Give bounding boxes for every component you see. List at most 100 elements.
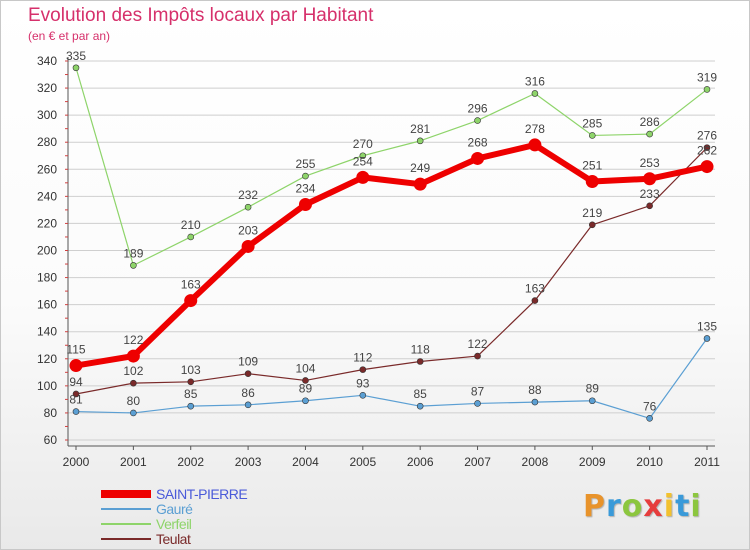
- data-label-saint-pierre-2005: 254: [353, 154, 373, 168]
- data-label-verfeil-2005: 270: [353, 137, 373, 151]
- y-tick-label-280: 280: [37, 135, 57, 149]
- x-tick-label-2010: 2010: [636, 455, 663, 469]
- data-label-verfeil-2003: 232: [238, 188, 258, 202]
- data-label-teulat-2009: 219: [582, 206, 602, 220]
- y-tick-label-240: 240: [37, 189, 57, 203]
- data-label-saint-pierre-2002: 163: [181, 278, 201, 292]
- legend-item: SAINT-PIERRE: [101, 486, 301, 502]
- x-tick-label-2003: 2003: [235, 455, 262, 469]
- data-point-verfeil-2006: [416, 137, 424, 145]
- series-line-verfeil: [75, 67, 708, 266]
- data-point-gaur--2004: [302, 397, 309, 405]
- data-point-saint-pierre-2003: [241, 239, 255, 253]
- x-tick-label-2006: 2006: [407, 455, 434, 469]
- data-point-verfeil-2000: [72, 64, 80, 72]
- data-label-verfeil-2007: 296: [468, 102, 488, 116]
- series-line-gaur-: [75, 337, 708, 419]
- data-point-verfeil-2007: [474, 117, 481, 124]
- data-point-gaur--2000: [72, 408, 80, 415]
- logo-letter: i: [690, 489, 702, 524]
- data-point-saint-pierre-2005: [356, 170, 370, 184]
- data-point-gaur--2003: [244, 401, 252, 409]
- data-point-gaur--2011: [703, 335, 711, 342]
- x-tick-label-2002: 2002: [177, 455, 204, 469]
- data-point-verfeil-2002: [187, 233, 195, 241]
- data-point-gaur--2005: [359, 392, 367, 399]
- data-label-gaur--2001: 80: [127, 394, 141, 408]
- x-tick-label-2000: 2000: [63, 455, 90, 469]
- data-label-saint-pierre-2000: 115: [66, 343, 85, 357]
- data-point-verfeil-2009: [588, 132, 596, 139]
- logo-letter: r: [606, 489, 622, 524]
- data-label-gaur--2000: 81: [69, 393, 83, 407]
- data-label-saint-pierre-2007: 268: [468, 135, 488, 149]
- x-tick-label-2004: 2004: [292, 455, 319, 469]
- data-label-gaur--2010: 76: [643, 399, 657, 413]
- data-label-gaur--2007: 87: [471, 384, 485, 398]
- data-label-gaur--2008: 88: [528, 383, 542, 397]
- data-label-teulat-2001: 102: [123, 364, 143, 378]
- data-label-gaur--2004: 89: [299, 382, 313, 396]
- logo-letter: t: [675, 489, 691, 524]
- data-point-teulat-2005: [359, 366, 367, 373]
- data-label-verfeil-2010: 286: [640, 115, 660, 129]
- data-label-verfeil-2002: 210: [181, 218, 201, 232]
- legend-item: Verfeil: [101, 516, 301, 532]
- data-point-teulat-2008: [531, 297, 539, 304]
- data-label-verfeil-2009: 285: [582, 116, 602, 130]
- x-tick-label-2001: 2001: [120, 455, 147, 469]
- data-point-saint-pierre-2009: [585, 174, 599, 188]
- data-point-saint-pierre-2007: [471, 151, 485, 165]
- data-point-teulat-2003: [244, 370, 252, 377]
- y-tick-label-180: 180: [37, 271, 57, 285]
- data-label-teulat-2006: 118: [411, 342, 430, 356]
- data-point-teulat-2010: [646, 202, 653, 210]
- data-point-saint-pierre-2006: [413, 177, 427, 191]
- y-tick-label-100: 100: [37, 379, 57, 393]
- legend-swatch: [101, 523, 151, 525]
- data-point-teulat-2004: [302, 377, 309, 384]
- series-line-saint-pierre: [73, 141, 710, 369]
- y-tick-label-340: 340: [37, 54, 57, 68]
- data-label-teulat-2000: 94: [69, 375, 83, 389]
- data-point-gaur--2002: [187, 402, 195, 410]
- data-label-teulat-2004: 104: [295, 361, 315, 375]
- legend-item: Gauré: [101, 501, 301, 517]
- data-point-saint-pierre-2000: [69, 359, 83, 373]
- data-label-gaur--2006: 85: [414, 387, 428, 401]
- x-tick-label-2007: 2007: [464, 455, 491, 469]
- legend-label: Teulat: [156, 531, 191, 547]
- data-point-saint-pierre-2001: [126, 349, 140, 363]
- data-point-verfeil-2005: [359, 152, 367, 160]
- data-point-teulat-2011: [703, 144, 711, 151]
- x-tick-label-2005: 2005: [349, 455, 376, 469]
- data-label-verfeil-2000: 335: [66, 49, 86, 63]
- data-label-teulat-2008: 163: [525, 282, 545, 296]
- data-label-verfeil-2011: 319: [697, 70, 717, 84]
- data-label-verfeil-2004: 255: [295, 157, 315, 171]
- legend-label: Verfeil: [156, 516, 192, 532]
- series-line-teulat: [75, 147, 708, 395]
- data-point-teulat-2007: [474, 352, 481, 360]
- data-point-saint-pierre-2002: [184, 294, 198, 308]
- legend-label: Gauré: [156, 501, 193, 517]
- y-tick-label-320: 320: [37, 81, 57, 95]
- data-label-verfeil-2006: 281: [410, 122, 430, 136]
- legend-swatch: [101, 490, 151, 498]
- data-label-teulat-2003: 109: [238, 355, 258, 369]
- data-label-gaur--2003: 86: [241, 386, 255, 400]
- y-tick-label-200: 200: [37, 244, 57, 258]
- y-tick-label-160: 160: [37, 298, 57, 312]
- data-label-saint-pierre-2010: 253: [640, 156, 660, 170]
- x-tick-label-2008: 2008: [522, 455, 549, 469]
- data-point-gaur--2008: [531, 398, 539, 406]
- chart-title: Evolution des Impôts locaux par Habitant: [28, 5, 374, 26]
- data-label-saint-pierre-2004: 234: [295, 181, 315, 195]
- data-point-gaur--2006: [416, 402, 424, 410]
- data-label-verfeil-2001: 189: [123, 246, 143, 260]
- data-label-gaur--2002: 85: [184, 387, 198, 401]
- logo-letter: x: [643, 489, 664, 524]
- logo-letter: P: [583, 489, 606, 524]
- legend-item: Teulat: [101, 531, 301, 547]
